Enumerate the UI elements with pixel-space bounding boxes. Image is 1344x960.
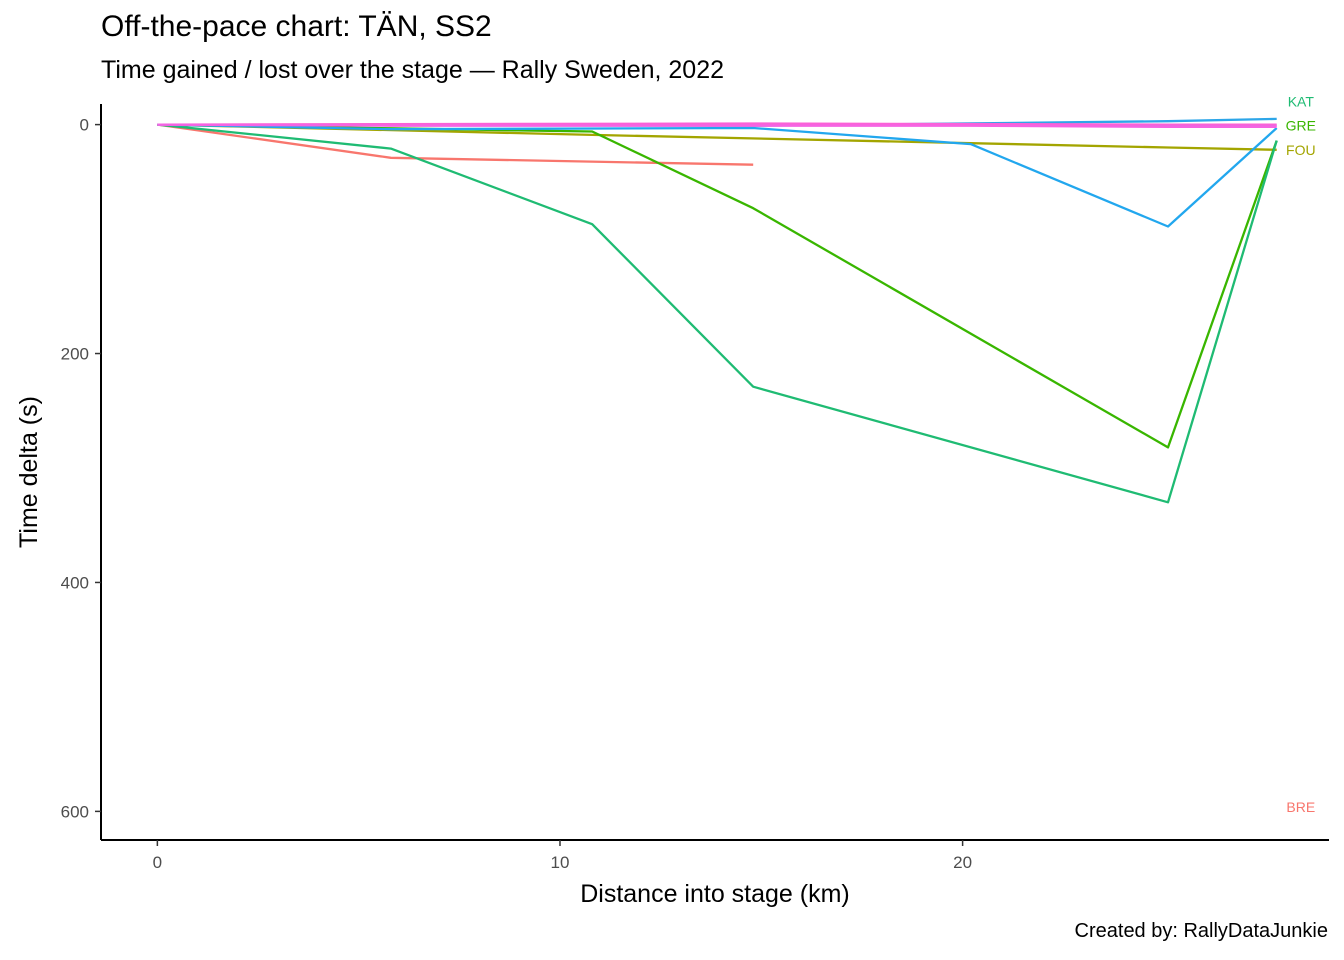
x-tick-label: 20 xyxy=(953,853,972,872)
chart-caption: Created by: RallyDataJunkie xyxy=(1074,920,1328,942)
y-ticks: 0 200 400 600 xyxy=(61,116,101,821)
series-label-bre: BRE xyxy=(1286,799,1315,815)
series-line-gre xyxy=(157,123,1278,449)
x-axis-title: Distance into stage (km) xyxy=(580,880,850,908)
x-tick-label: 0 xyxy=(153,853,162,872)
series-label-fou: FOU xyxy=(1286,142,1316,158)
y-tick-label: 0 xyxy=(80,116,89,135)
series-line-unlabelled-8 xyxy=(157,123,1277,129)
series-line-unlabelled-4 xyxy=(157,123,1278,228)
x-tick-label: 10 xyxy=(551,853,570,872)
series-line-kat xyxy=(157,123,1278,504)
series-line-bre xyxy=(157,123,754,166)
series-line-unlabelled-7 xyxy=(157,122,1277,126)
chart-subtitle: Time gained / lost over the stage — Rall… xyxy=(101,56,725,84)
plot-lines xyxy=(157,117,1278,504)
y-axis-title: Time delta (s) xyxy=(15,396,43,548)
x-ticks: 0 10 20 xyxy=(153,840,972,872)
chart-title: Off-the-pace chart: TÄN, SS2 xyxy=(101,10,492,43)
series-label-kat: KAT xyxy=(1288,94,1315,110)
series-end-labels: BRE FOU GRE KAT xyxy=(1286,94,1316,815)
series-label-gre: GRE xyxy=(1286,118,1316,134)
y-tick-label: 600 xyxy=(61,802,89,821)
y-tick-label: 200 xyxy=(61,345,89,364)
y-tick-label: 400 xyxy=(61,573,89,592)
